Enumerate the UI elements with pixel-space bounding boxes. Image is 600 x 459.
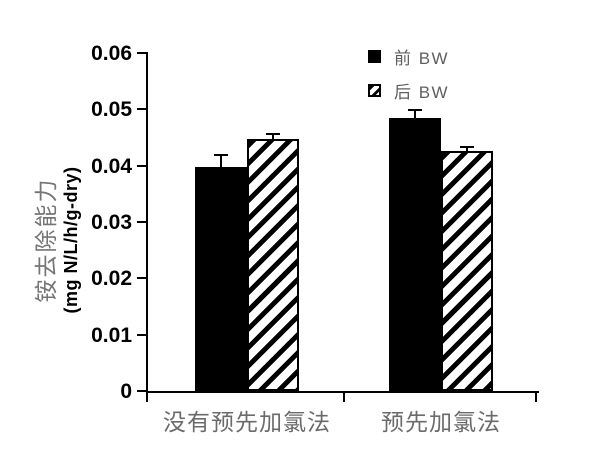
error-bar-cap: [265, 133, 280, 135]
y-tick-label: 0: [120, 380, 132, 403]
x-tick: [535, 393, 537, 402]
y-tick: [137, 277, 146, 279]
x-category-label-no-prechlorination: 没有预先加氯法: [163, 409, 331, 435]
y-tick: [137, 52, 146, 54]
bar-solid-group1: [389, 118, 441, 391]
legend-swatch-hatch: [368, 83, 381, 97]
y-tick-label: 0.04: [91, 155, 132, 178]
error-bar-stem: [271, 135, 274, 139]
error-bar-stem: [466, 148, 468, 151]
bar-hatch-group0: [246, 139, 299, 391]
y-tick: [137, 334, 146, 336]
y-tick-label: 0.02: [91, 267, 132, 290]
error-bar-cap: [213, 154, 228, 156]
legend: 前 BW 后 BW: [368, 46, 449, 114]
legend-label-after-bw: 后 BW: [394, 82, 450, 102]
y-axis-title: 铵去除能力 (mg N/L/h/g-dry): [30, 80, 86, 400]
y-tick-label: 0.03: [91, 211, 132, 234]
y-axis-line: [146, 52, 148, 393]
y-axis-title-units: (mg N/L/h/g-dry): [61, 166, 81, 314]
y-axis-title-cjk: 铵去除能力: [33, 177, 60, 303]
x-axis-line: [146, 391, 539, 393]
legend-item-after-bw: 后 BW: [368, 80, 450, 102]
error-bar-cap: [408, 109, 422, 111]
y-tick: [137, 390, 146, 392]
legend-label-before-bw: 前 BW: [394, 48, 450, 68]
y-tick: [137, 221, 146, 223]
y-tick-label: 0.01: [91, 324, 132, 347]
y-tick: [137, 108, 146, 110]
error-bar-stem: [219, 156, 222, 167]
x-tick: [343, 393, 345, 402]
bar-solid-group0: [194, 167, 247, 391]
x-category-label-prechlorination: 预先加氯法: [381, 409, 501, 435]
y-tick: [137, 165, 146, 167]
bar-hatch-group1: [441, 151, 493, 391]
y-tick-label: 0.06: [91, 42, 132, 65]
legend-swatch-solid: [368, 49, 381, 63]
y-tick-label: 0.05: [91, 98, 132, 121]
x-tick: [146, 393, 148, 402]
error-bar-stem: [414, 111, 416, 118]
error-bar-cap: [460, 146, 474, 148]
legend-item-before-bw: 前 BW: [368, 46, 450, 68]
